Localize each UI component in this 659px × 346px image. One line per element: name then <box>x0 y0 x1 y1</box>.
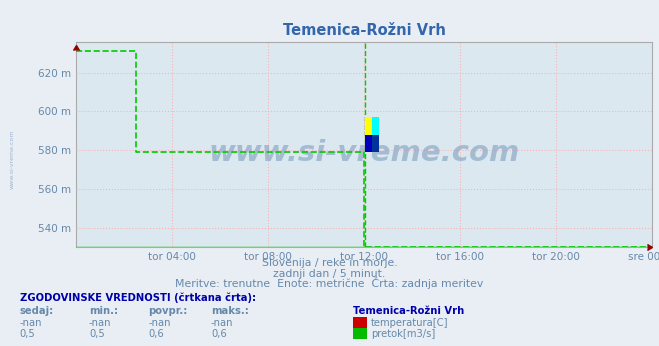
Text: Slovenija / reke in morje.: Slovenija / reke in morje. <box>262 258 397 268</box>
Bar <box>365 135 372 152</box>
Text: -nan: -nan <box>148 318 171 328</box>
Bar <box>365 117 372 135</box>
Title: Temenica-Rožni Vrh: Temenica-Rožni Vrh <box>283 22 445 38</box>
Text: povpr.:: povpr.: <box>148 306 188 316</box>
Text: -nan: -nan <box>89 318 111 328</box>
Text: sedaj:: sedaj: <box>20 306 54 316</box>
Text: Temenica-Rožni Vrh: Temenica-Rožni Vrh <box>353 306 464 316</box>
Text: 0,5: 0,5 <box>20 329 36 339</box>
Text: -nan: -nan <box>211 318 233 328</box>
Text: 0,6: 0,6 <box>211 329 227 339</box>
Text: zadnji dan / 5 minut.: zadnji dan / 5 minut. <box>273 269 386 279</box>
Text: min.:: min.: <box>89 306 118 316</box>
Text: www.si-vreme.com: www.si-vreme.com <box>208 139 520 167</box>
Text: 0,6: 0,6 <box>148 329 164 339</box>
Text: ZGODOVINSKE VREDNOSTI (črtkana črta):: ZGODOVINSKE VREDNOSTI (črtkana črta): <box>20 292 256 303</box>
Text: www.si-vreme.com: www.si-vreme.com <box>9 129 14 189</box>
Text: maks.:: maks.: <box>211 306 248 316</box>
Text: 0,5: 0,5 <box>89 329 105 339</box>
Bar <box>372 135 378 152</box>
Bar <box>372 117 378 135</box>
Text: -nan: -nan <box>20 318 42 328</box>
Text: Meritve: trenutne  Enote: metrične  Črta: zadnja meritev: Meritve: trenutne Enote: metrične Črta: … <box>175 277 484 289</box>
Text: temperatura[C]: temperatura[C] <box>371 318 449 328</box>
Text: pretok[m3/s]: pretok[m3/s] <box>371 329 435 339</box>
